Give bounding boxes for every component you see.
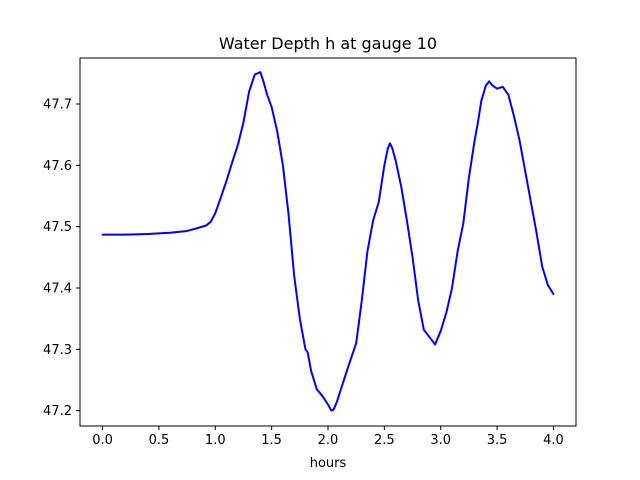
x-tick-label: 0.0 bbox=[92, 433, 113, 448]
x-tick-label: 3.5 bbox=[487, 433, 508, 448]
chart-title: Water Depth h at gauge 10 bbox=[219, 34, 437, 53]
x-tick-label: 2.5 bbox=[374, 433, 395, 448]
x-tick-label: 1.0 bbox=[205, 433, 226, 448]
y-tick-label: 47.7 bbox=[43, 98, 72, 113]
x-tick-label: 2.0 bbox=[318, 433, 339, 448]
y-tick-label: 47.2 bbox=[43, 404, 72, 419]
x-tick-label: 0.5 bbox=[149, 433, 170, 448]
y-tick-label: 47.3 bbox=[43, 343, 72, 358]
axes: 0.0 0.5 1.0 1.5 2.0 2.5 3.0 3.5 4.0 47.2 47.3 47.4 4… bbox=[43, 57, 577, 448]
series-line-0 bbox=[101, 71, 555, 412]
x-axis-label: hours bbox=[310, 456, 347, 471]
y-tick-label: 47.5 bbox=[43, 220, 72, 235]
plot-area bbox=[101, 71, 555, 412]
x-tick-label: 1.5 bbox=[261, 433, 282, 448]
y-tick-label: 47.4 bbox=[43, 282, 72, 297]
x-tick-label: 4.0 bbox=[543, 433, 564, 448]
y-tick-label: 47.6 bbox=[43, 159, 72, 174]
x-tick-label: 3.0 bbox=[430, 433, 451, 448]
